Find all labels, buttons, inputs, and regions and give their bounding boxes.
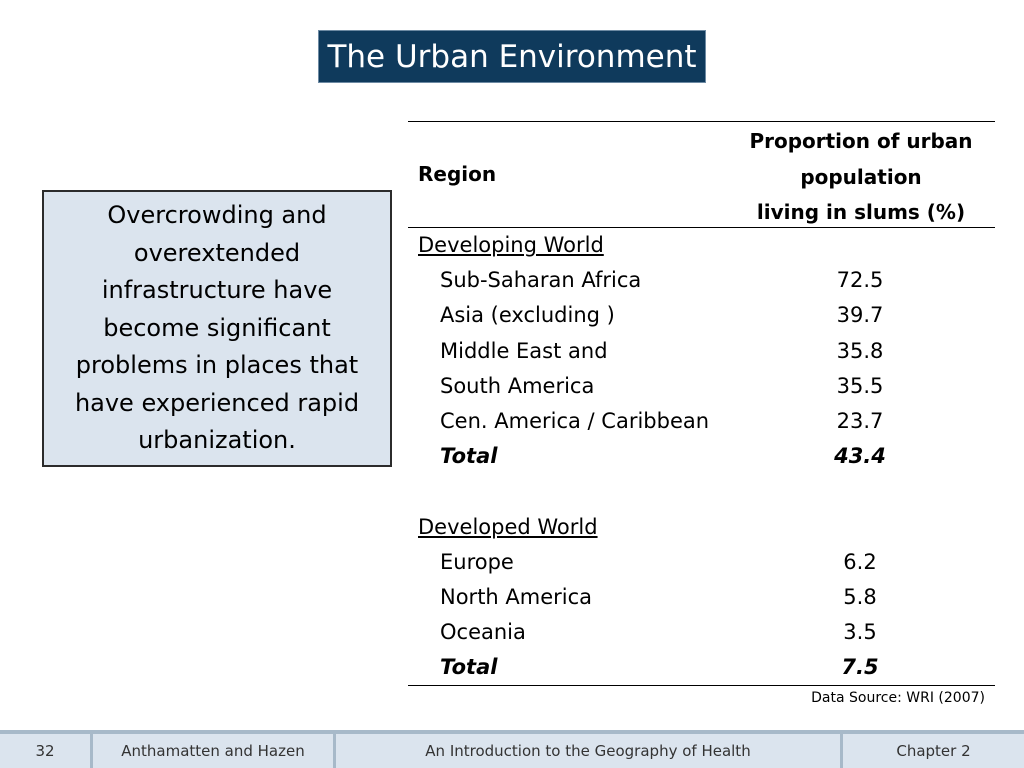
row-label: Total — [440, 444, 498, 469]
table-row: Middle East and 35.8 — [408, 334, 995, 369]
table-group-row: Developing World — [408, 228, 995, 263]
slide-title: The Urban Environment — [318, 30, 706, 83]
row-value: 7.5 — [841, 655, 879, 680]
table-bottom-rule — [408, 685, 995, 687]
row-label: Total — [440, 655, 498, 680]
callout-box: Overcrowding and overextended infrastruc… — [42, 190, 392, 467]
row-label: Asia (excluding ) — [440, 303, 615, 328]
row-value: 43.4 — [834, 444, 886, 469]
row-label: North America — [440, 584, 593, 609]
row-value: 23.7 — [836, 408, 884, 433]
column-header-line: Proportion of urban — [749, 129, 973, 153]
callout-text: Overcrowding and overextended infrastruc… — [74, 201, 360, 455]
row-value: 3.5 — [843, 620, 877, 645]
row-label: Europe — [440, 549, 514, 574]
row-label: Developing World — [418, 233, 604, 257]
table-body: Developing World Sub-Saharan Africa 72.5 As… — [408, 228, 995, 687]
footer-bar: 32 Anthamatten and Hazen An Introduction… — [0, 730, 1024, 768]
row-value: 39.7 — [836, 303, 884, 328]
table-row: Europe 6.2 — [408, 545, 995, 580]
row-label: Cen. America / Caribbean — [440, 408, 710, 433]
table-row: Sub-Saharan Africa 72.5 — [408, 263, 995, 298]
column-header-region: Region — [418, 162, 497, 186]
table-row: South America 35.5 — [408, 369, 995, 404]
footer-divider — [840, 734, 843, 768]
table-spacer-row — [408, 474, 995, 509]
row-value: 6.2 — [843, 549, 877, 574]
table-row: Asia (excluding ) 39.7 — [408, 298, 995, 333]
slum-population-table: Region Proportion of urban population li… — [408, 121, 995, 687]
row-value: 72.5 — [836, 268, 884, 293]
table-group-row: Developed World — [408, 510, 995, 545]
table-row: Oceania 3.5 — [408, 615, 995, 650]
row-label: South America — [440, 373, 595, 398]
column-header-proportion: Proportion of urban population living in… — [731, 124, 991, 231]
footer-divider — [333, 734, 336, 768]
table-row: North America 5.8 — [408, 580, 995, 615]
column-header-line: population — [800, 164, 922, 189]
table-total-row: Total 7.5 — [408, 650, 995, 685]
row-label: Middle East and — [440, 338, 608, 363]
row-value: 35.8 — [836, 338, 884, 363]
footer-authors: Anthamatten and Hazen — [121, 742, 305, 760]
row-label: Oceania — [440, 620, 526, 645]
table-header: Region Proportion of urban population li… — [408, 121, 995, 228]
footer-chapter: Chapter 2 — [896, 742, 971, 760]
page-number: 32 — [35, 742, 55, 760]
row-value: 5.8 — [843, 584, 877, 609]
footer-divider — [90, 734, 93, 768]
table-row: Cen. America / Caribbean 23.7 — [408, 404, 995, 439]
data-source-note: Data Source: WRI (2007) — [811, 690, 985, 706]
row-label: Developed World — [418, 514, 598, 539]
row-value: 35.5 — [836, 373, 884, 398]
row-label: Sub-Saharan Africa — [440, 268, 642, 293]
table-total-row: Total 43.4 — [408, 439, 995, 474]
column-header-line: living in slums (%) — [756, 200, 966, 224]
footer-book-title: An Introduction to the Geography of Heal… — [425, 742, 751, 760]
